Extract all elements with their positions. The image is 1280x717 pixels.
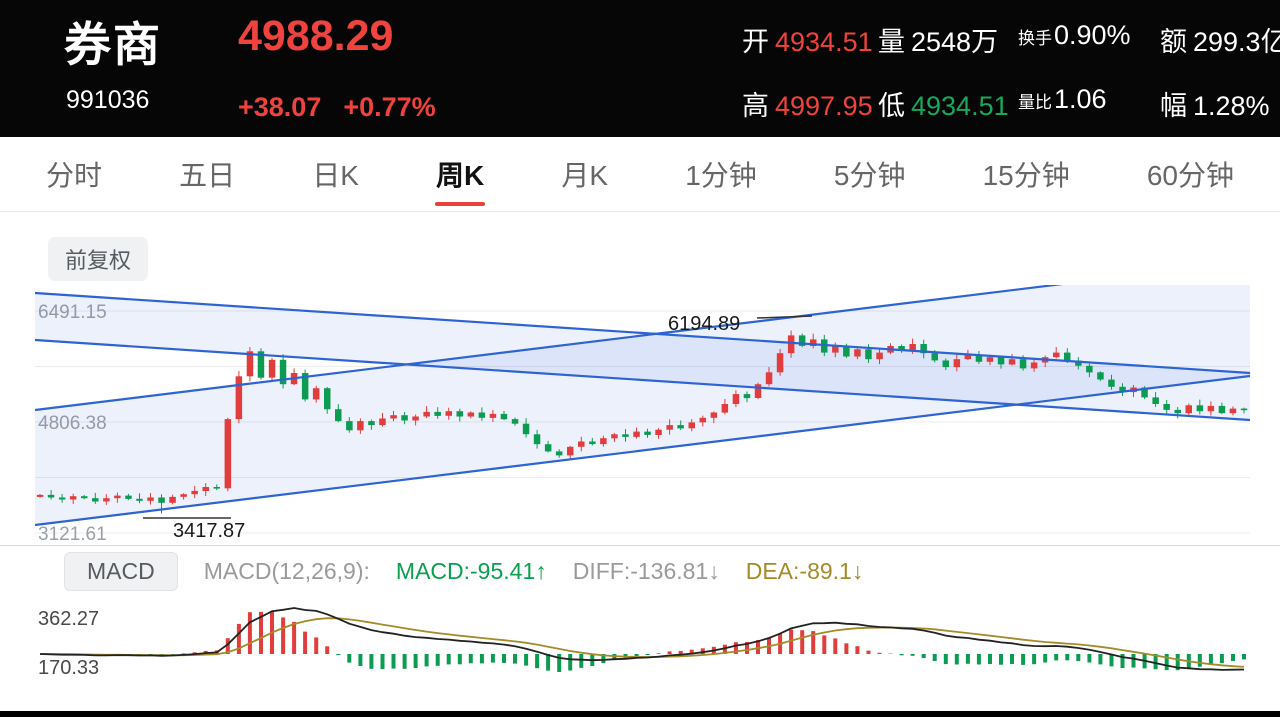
svg-text:6491.15: 6491.15 (38, 302, 107, 323)
macd-axis-label-top: 362.27 (38, 608, 100, 630)
stat-value: 1.06 (1054, 84, 1107, 114)
price-change-row: +38.07 +0.77% (238, 92, 436, 123)
dea-value: DEA:-89.1↓ (745, 558, 864, 584)
stat-label: 换手 (1018, 29, 1052, 48)
tab-分时[interactable]: 分时 (46, 160, 103, 191)
stock-name: 券商 (64, 18, 162, 71)
stat-幅: 幅 1.28% (1160, 84, 1280, 121)
current-price: 4988.29 (238, 12, 394, 60)
tab-月K[interactable]: 月K (561, 160, 609, 191)
stat-label: 幅 (1160, 91, 1187, 121)
svg-text:6194.89: 6194.89 (668, 313, 740, 335)
stat-value: 1.28% (1193, 91, 1270, 121)
stat-量: 量 2548万 (878, 20, 1018, 57)
macd-value: MACD:-95.41↑ (395, 558, 547, 584)
stat-label: 高 (742, 91, 769, 121)
tab-15分钟[interactable]: 15分钟 (982, 160, 1070, 191)
section-divider (0, 545, 1280, 546)
stat-value: 4997.95 (775, 91, 873, 121)
macd-formula-label: MACD(12,26,9): (203, 558, 370, 584)
price-change-percent: +0.77% (343, 92, 436, 122)
bottom-black-bar (0, 711, 1280, 717)
adjust-mode-button[interactable]: 前复权 (48, 237, 149, 281)
stat-额: 额 299.3亿 (1160, 20, 1280, 57)
stat-value: 4934.51 (911, 91, 1009, 121)
stat-label: 低 (878, 91, 905, 121)
tab-五日[interactable]: 五日 (179, 160, 236, 191)
stat-label: 量 (878, 27, 905, 57)
macd-axis-label-bottom: 170.33 (38, 657, 100, 679)
svg-text:3121.61: 3121.61 (38, 524, 107, 540)
tab-周K[interactable]: 周K (434, 138, 486, 210)
diff-value: DIFF:-136.81↓ (572, 558, 720, 584)
kline-chart[interactable]: 6491.15 4806.38 3121.61 6194.89 3417.87 (0, 285, 1280, 540)
stat-value: 299.3亿 (1193, 27, 1280, 57)
stat-开: 开 4934.51 (742, 20, 878, 57)
price-change: +38.07 (238, 92, 322, 122)
stat-低: 低 4934.51 (878, 84, 1018, 121)
kline-canvas: 6491.15 4806.38 3121.61 6194.89 3417.87 (35, 285, 1250, 540)
tab-5分钟[interactable]: 5分钟 (833, 160, 906, 191)
stat-量比: 量比 1.06 (1018, 84, 1160, 117)
stat-高: 高 4997.95 (742, 84, 878, 121)
stat-value: 4934.51 (775, 27, 873, 57)
stat-label: 量比 (1018, 93, 1052, 112)
macd-pane[interactable]: 362.27 170.33 (0, 596, 1280, 700)
quote-stats-grid: 开 4934.51 量 2548万 换手 0.90% 额 299.3亿高 4997.95 低 493… (742, 20, 1280, 121)
tab-1分钟[interactable]: 1分钟 (685, 160, 757, 191)
macd-header-row: MACD MACD(12,26,9): MACD:-95.41↑ DIFF:-1… (0, 552, 1280, 591)
svg-text:4806.38: 4806.38 (38, 413, 107, 434)
svg-text:3417.87: 3417.87 (173, 520, 245, 540)
macd-canvas (39, 607, 1246, 672)
stat-value: 2548万 (911, 27, 999, 57)
quote-header: 券商 991036 4988.29 +38.07 +0.77% 开 4934.51… (0, 0, 1280, 137)
stat-换手: 换手 0.90% (1018, 20, 1160, 53)
stat-label: 额 (1160, 27, 1187, 57)
stat-label: 开 (742, 27, 769, 57)
tab-日K[interactable]: 日K (312, 160, 359, 191)
stock-code: 991036 (66, 86, 150, 114)
period-tabbar: 分时 五日 日K 周K 月K 1分钟 5分钟 15分钟 60分钟 (0, 137, 1280, 212)
stat-value: 0.90% (1054, 20, 1131, 50)
macd-indicator-button[interactable]: MACD (64, 552, 178, 591)
tab-60分钟[interactable]: 60分钟 (1146, 160, 1234, 191)
